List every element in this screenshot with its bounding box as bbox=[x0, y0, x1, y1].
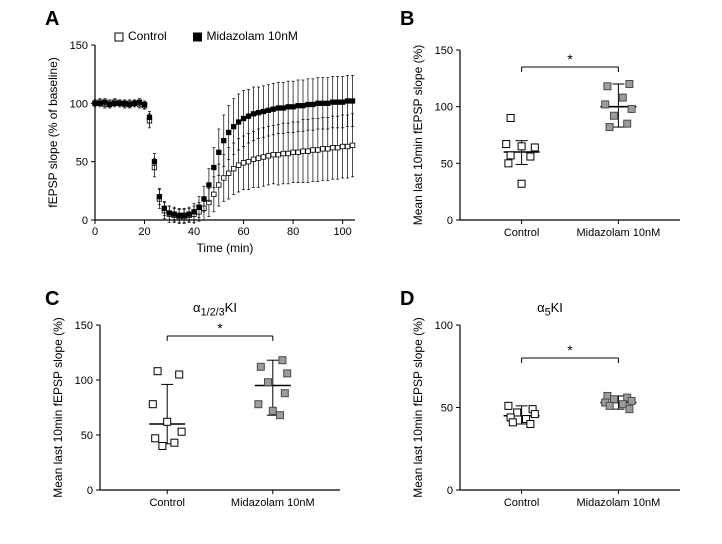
figure-container: A 0 50 100 150 0 20 40 60 80 100 Time (min) fEPSP s… bbox=[0, 0, 722, 544]
svg-text:150: 150 bbox=[435, 45, 453, 57]
svg-text:0: 0 bbox=[447, 215, 453, 227]
svg-text:50: 50 bbox=[441, 158, 453, 170]
svg-text:Control: Control bbox=[504, 227, 539, 239]
svg-text:50: 50 bbox=[441, 403, 453, 415]
panel-c-label: C bbox=[45, 288, 59, 311]
svg-text:80: 80 bbox=[287, 226, 299, 238]
svg-text:100: 100 bbox=[435, 102, 453, 114]
svg-text:Control: Control bbox=[504, 497, 539, 509]
panel-a-label: A bbox=[45, 8, 59, 31]
svg-text:Midazolam 10nM: Midazolam 10nM bbox=[207, 30, 298, 43]
svg-text:Mean last 10min fEPSP slope (%: Mean last 10min fEPSP slope (%) bbox=[411, 317, 425, 498]
svg-text:150: 150 bbox=[70, 40, 88, 52]
panel-b-chart: 0 50 100 150 Mean last 10min fEPSP slope (%)… bbox=[400, 30, 700, 260]
svg-text:*: * bbox=[567, 342, 573, 358]
svg-text:0: 0 bbox=[82, 215, 88, 227]
panel-d-chart: 0 50 100 Mean last 10min fEPSP slope (%) Con… bbox=[400, 310, 700, 530]
svg-text:20: 20 bbox=[138, 226, 150, 238]
svg-text:100: 100 bbox=[75, 375, 93, 387]
svg-text:Control: Control bbox=[149, 497, 184, 509]
svg-text:60: 60 bbox=[237, 226, 249, 238]
svg-text:0: 0 bbox=[92, 226, 98, 238]
panel-c-chart: 0 50 100 150 Mean last 10min fEPSP slope (%)… bbox=[40, 310, 370, 530]
svg-text:Time (min): Time (min) bbox=[197, 241, 254, 255]
panel-b-label: B bbox=[400, 8, 414, 31]
svg-text:Midazolam 10nM: Midazolam 10nM bbox=[577, 497, 661, 509]
svg-text:100: 100 bbox=[70, 98, 88, 110]
svg-text:Mean last 10min fEPSP slope (%: Mean last 10min fEPSP slope (%) bbox=[51, 317, 65, 498]
svg-text:0: 0 bbox=[447, 485, 453, 497]
svg-text:50: 50 bbox=[76, 157, 88, 169]
svg-text:Control: Control bbox=[128, 30, 167, 43]
svg-text:50: 50 bbox=[81, 430, 93, 442]
svg-text:*: * bbox=[567, 51, 573, 67]
svg-text:40: 40 bbox=[188, 226, 200, 238]
svg-text:Midazolam 10nM: Midazolam 10nM bbox=[577, 227, 661, 239]
panel-a-chart: 0 50 100 150 0 20 40 60 80 100 Time (min) fEPSP slo… bbox=[40, 30, 380, 260]
svg-text:Midazolam 10nM: Midazolam 10nM bbox=[231, 497, 315, 509]
svg-text:100: 100 bbox=[435, 320, 453, 332]
svg-text:*: * bbox=[217, 320, 223, 336]
svg-text:150: 150 bbox=[75, 320, 93, 332]
panel-d-label: D bbox=[400, 288, 414, 311]
svg-text:fEPSP slope (% of baseline): fEPSP slope (% of baseline) bbox=[46, 57, 60, 208]
svg-text:Mean last 10min fEPSP slope (%: Mean last 10min fEPSP slope (%) bbox=[411, 45, 425, 226]
svg-text:0: 0 bbox=[87, 485, 93, 497]
svg-text:100: 100 bbox=[333, 226, 351, 238]
